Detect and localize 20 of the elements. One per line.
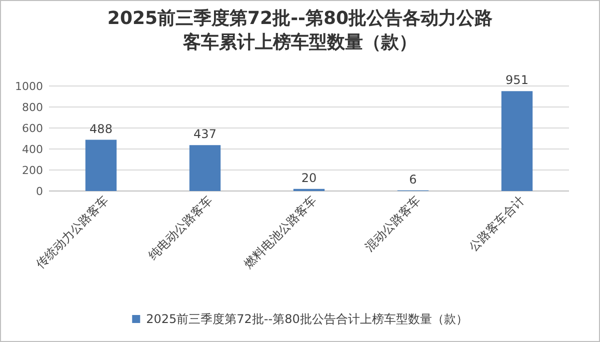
- y-tick-label: 600: [22, 122, 43, 135]
- chart-title: 2025前三季度第72批--第80批公告各动力公路客车累计上榜车型数量（款）: [106, 7, 494, 55]
- y-tick-label: 0: [36, 185, 43, 198]
- legend-label: 2025前三季度第72批--第80批公告合计上榜车型数量（款）: [146, 312, 468, 326]
- y-tick-label: 400: [22, 143, 43, 156]
- data-label: 488: [90, 122, 112, 136]
- x-tick-label: 纯电动公路客车: [146, 193, 216, 263]
- y-tick-label: 1000: [15, 80, 43, 93]
- bar: [85, 140, 117, 191]
- data-label: 951: [506, 73, 528, 88]
- x-tick-label: 燃料电池公路客车: [241, 193, 320, 272]
- data-label: 20: [301, 170, 317, 185]
- data-label: 6: [409, 172, 417, 186]
- y-tick-label: 200: [22, 164, 43, 177]
- x-tick-label: 公路客车合计: [466, 193, 528, 254]
- bar: [501, 91, 533, 191]
- bar: [189, 145, 221, 191]
- x-tick-label: 混动公路客车: [362, 193, 424, 254]
- data-label: 437: [194, 127, 216, 142]
- y-tick-label: 800: [22, 101, 43, 114]
